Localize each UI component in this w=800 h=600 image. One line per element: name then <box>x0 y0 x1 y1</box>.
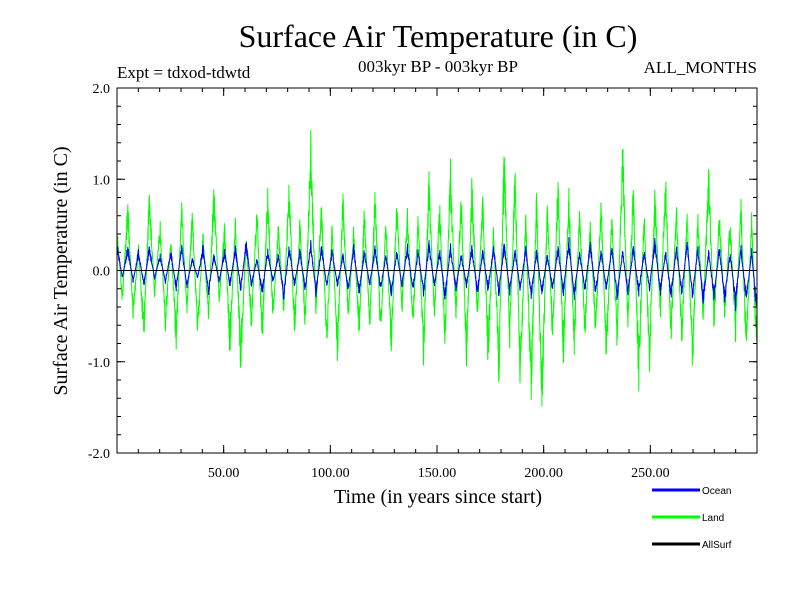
x-tick-label: 100.00 <box>311 466 350 481</box>
y-tick-label: -1.0 <box>88 356 110 371</box>
plot-area <box>116 129 758 407</box>
y-tick-label: 0.0 <box>93 265 111 280</box>
x-tick-label: 50.00 <box>208 466 240 481</box>
months-label: ALL_MONTHS <box>644 58 757 77</box>
x-axis-label: Time (in years since start) <box>334 486 542 508</box>
y-tick-label: 2.0 <box>93 82 111 97</box>
x-tick-label: 150.00 <box>418 466 457 481</box>
y-tick-label: -2.0 <box>88 447 110 462</box>
legend-label-ocean: Ocean <box>702 486 731 497</box>
legend-label-allsurf: AllSurf <box>702 540 732 551</box>
x-tick-label: 250.00 <box>631 466 670 481</box>
series-line-ocean <box>116 236 758 311</box>
axes: -2.0 -1.0 0.0 1.0 2.0 50.00 100.00 150.00 200.00… <box>88 82 758 481</box>
y-tick-label: 1.0 <box>93 173 111 188</box>
period-label: 003kyr BP - 003kyr BP <box>358 57 518 76</box>
series-line-land <box>116 129 758 407</box>
legend-label-land: Land <box>702 513 724 524</box>
y-axis-label: Surface Air Temperature (in C) <box>50 146 72 395</box>
x-tick-label: 200.00 <box>524 466 563 481</box>
experiment-label: Expt = tdxod-tdwtd <box>117 63 251 82</box>
legend: Ocean Land AllSurf <box>652 486 732 551</box>
chart-title: Surface Air Temperature (in C) <box>239 18 638 54</box>
